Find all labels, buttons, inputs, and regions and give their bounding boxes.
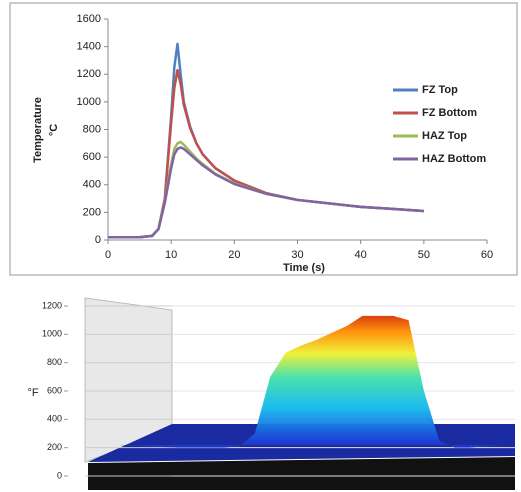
y-tick-label: 600 [83, 151, 101, 163]
legend-label: HAZ Bottom [422, 153, 486, 165]
x-tick-label: 60 [481, 249, 493, 261]
y-tick-label: 1200 [77, 68, 101, 80]
y-tick-label: 1200 [42, 300, 62, 310]
y-tick-label: 0 [95, 234, 101, 246]
legend-label: FZ Top [422, 84, 458, 96]
x-tick-label: 20 [228, 249, 240, 261]
chart-frame [9, 2, 518, 276]
y-tick-label: 200 [47, 442, 62, 452]
y-tick-label: 1000 [77, 96, 101, 108]
y-axis-label: °F [27, 387, 38, 399]
y-tick-label: 1400 [77, 41, 101, 53]
legend-label: FZ Bottom [422, 107, 477, 119]
x-tick-label: 30 [291, 249, 303, 261]
x-tick-label: 40 [355, 249, 367, 261]
x-axis-label: Time (s) [283, 262, 325, 274]
y-tick-label: 600 [47, 385, 62, 395]
surface [118, 315, 500, 448]
y-axis-label: Temperature [32, 97, 44, 163]
x-tick-label: 0 [105, 249, 111, 261]
y-tick-label: 800 [83, 123, 101, 135]
y-tick-label: 800 [47, 357, 62, 367]
series-line [108, 146, 424, 239]
y-tick-label: 200 [83, 206, 101, 218]
x-tick-label: 50 [418, 249, 430, 261]
y-tick-label: 0 [57, 470, 62, 480]
y-tick-label: 1000 [42, 329, 62, 339]
x-tick-label: 10 [165, 249, 177, 261]
y-tick-label: 400 [47, 414, 62, 424]
y-axis-unit: °C [48, 124, 60, 136]
legend-label: HAZ Top [422, 130, 467, 142]
y-tick-label: 1600 [77, 13, 101, 25]
base-strip [88, 457, 515, 490]
y-tick-label: 400 [83, 179, 101, 191]
